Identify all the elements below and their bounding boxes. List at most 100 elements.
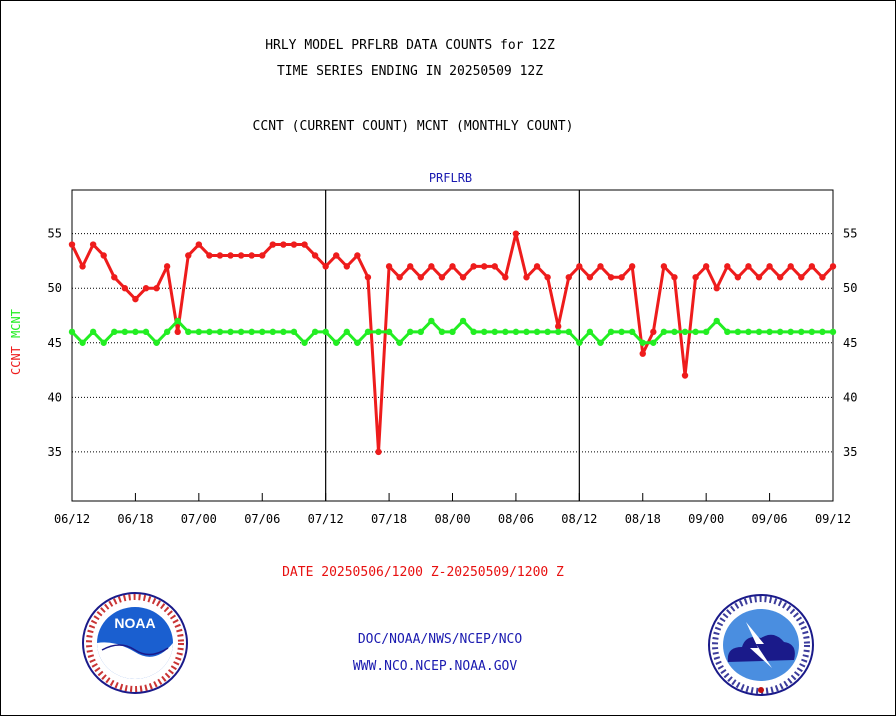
mcnt-data-point: [607, 328, 615, 336]
mcnt-data-point: [132, 328, 139, 336]
mcnt-data-point: [787, 328, 794, 336]
ccnt-data-point: [470, 263, 477, 270]
mcnt-data-point: [819, 328, 826, 336]
ccnt-data-point: [174, 328, 181, 336]
ccnt-data-point: [755, 274, 763, 281]
mcnt-data-point: [618, 328, 625, 336]
ccnt-data-point: [89, 241, 97, 248]
mcnt-data-point: [533, 328, 541, 336]
mcnt-data-point: [755, 328, 763, 336]
ccnt-data-point: [153, 285, 160, 292]
ccnt-data-point: [364, 274, 372, 281]
mcnt-data-point: [111, 328, 118, 336]
ccnt-data-point: [343, 263, 351, 270]
mcnt-data-point: [734, 328, 742, 336]
mcnt-data-point: [68, 328, 76, 336]
mcnt-data-point: [502, 328, 509, 336]
ccnt-data-point: [766, 263, 773, 270]
mcnt-data-point: [185, 328, 192, 336]
ccnt-data-point: [702, 263, 710, 270]
ccnt-data-point: [290, 241, 298, 248]
mcnt-data-point: [470, 328, 477, 336]
ccnt-data-point: [237, 252, 245, 259]
y-tick-label-left: 55: [48, 227, 62, 241]
ccnt-data-point: [745, 263, 752, 270]
mcnt-data-point: [163, 328, 171, 336]
ccnt-data-point: [523, 274, 530, 281]
x-tick-label: 09/00: [688, 512, 724, 526]
x-tick-label: 07/06: [244, 512, 280, 526]
ccnt-data-point: [227, 252, 234, 259]
ccnt-data-point: [787, 263, 794, 270]
mcnt-data-point: [766, 328, 773, 336]
ccnt-data-point: [650, 328, 657, 336]
ccnt-data-point: [692, 274, 699, 281]
x-tick-label: 09/12: [815, 512, 851, 526]
mcnt-data-point: [333, 339, 340, 346]
chart-title: HRLY MODEL PRFLRB DATA COUNTS for 12Z: [265, 38, 555, 53]
mcnt-data-point: [713, 317, 720, 325]
mcnt-data-point: [481, 328, 488, 336]
ccnt-data-point: [618, 274, 625, 281]
mcnt-data-point: [586, 328, 594, 336]
ccnt-data-point: [481, 263, 488, 270]
mcnt-data-point: [396, 339, 403, 346]
mcnt-data-point: [808, 328, 816, 336]
mcnt-data-point: [491, 328, 498, 336]
ccnt-data-point: [322, 263, 329, 270]
mcnt-data-point: [523, 328, 530, 336]
y-tick-label-left: 35: [48, 445, 62, 459]
mcnt-data-point: [681, 328, 689, 336]
mcnt-data-point: [554, 328, 562, 336]
ccnt-data-point: [269, 241, 277, 248]
ccnt-data-point: [79, 263, 86, 270]
ccnt-data-point: [607, 274, 615, 281]
ccnt-data-point: [586, 274, 594, 281]
mcnt-data-point: [512, 328, 520, 336]
mcnt-data-point: [407, 328, 414, 336]
mcnt-data-point: [269, 328, 277, 336]
ccnt-data-point: [660, 263, 668, 270]
mcnt-data-point: [142, 328, 150, 336]
mcnt-data-point: [459, 317, 467, 325]
x-tick-label: 06/18: [117, 512, 153, 526]
ccnt-data-point: [100, 252, 107, 259]
mcnt-data-point: [206, 328, 213, 336]
ccnt-data-point: [68, 241, 76, 248]
chart-title-line2: TIME SERIES ENDING IN 20250509 12Z: [276, 64, 544, 79]
ccnt-data-point: [195, 241, 203, 248]
org-label: DOC/NOAA/NWS/NCEP/NCO: [357, 632, 523, 647]
ccnt-data-point: [163, 263, 171, 270]
mcnt-data-point: [745, 328, 752, 336]
mcnt-data-point: [724, 328, 731, 336]
ccnt-data-point: [396, 274, 403, 281]
ccnt-data-point: [375, 448, 382, 456]
mcnt-data-point: [798, 328, 805, 336]
mcnt-data-point: [100, 339, 107, 346]
panel-title: PRFLRB: [429, 171, 472, 185]
y-tick-label-left: 40: [48, 390, 62, 404]
website-label: WWW.NCO.NCEP.NOAA.GOV: [352, 659, 518, 674]
mcnt-data-point: [174, 317, 181, 325]
y-tick-label-right: 50: [843, 281, 857, 295]
mcnt-data-point: [417, 328, 424, 336]
mcnt-data-point: [195, 328, 203, 336]
x-tick-label: 07/00: [181, 512, 217, 526]
mcnt-data-point: [829, 328, 837, 336]
y-tick-label-right: 40: [843, 390, 857, 404]
ccnt-data-point: [385, 263, 393, 270]
mcnt-data-point: [639, 339, 646, 346]
mcnt-data-point: [153, 339, 160, 346]
mcnt-data-point: [544, 328, 551, 336]
date-range-label: DATE 20250506/1200 Z-20250509/1200 Z: [282, 565, 564, 580]
mcnt-data-point: [565, 328, 572, 336]
ccnt-data-point: [639, 350, 646, 357]
x-tick-label: 08/06: [498, 512, 534, 526]
y-tick-label-right: 45: [843, 336, 857, 350]
mcnt-data-point: [227, 328, 234, 336]
ccnt-data-point: [206, 252, 213, 259]
mcnt-data-point: [650, 339, 657, 346]
mcnt-data-point: [311, 328, 319, 336]
ccnt-data-point: [259, 252, 266, 259]
mcnt-data-point: [597, 339, 604, 346]
